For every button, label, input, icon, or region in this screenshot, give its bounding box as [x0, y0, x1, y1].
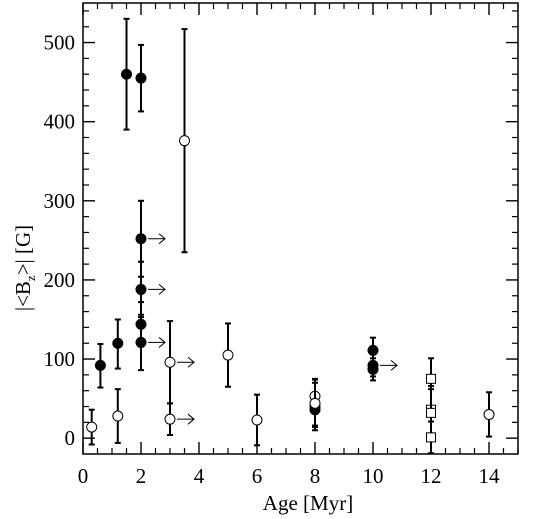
data-points	[86, 17, 495, 455]
data-point-group	[112, 318, 124, 370]
data-point	[86, 421, 98, 433]
data-point-group	[94, 343, 106, 389]
minor-ticks	[83, 3, 519, 454]
major-ticks	[82, 3, 518, 454]
data-point	[222, 349, 234, 361]
lower-limit-arrow-head	[158, 284, 166, 295]
plot-frame	[82, 2, 519, 455]
x-tick-label: 8	[310, 464, 321, 488]
x-tick-label: 12	[421, 464, 442, 488]
data-point	[426, 432, 436, 443]
x-tick-labels: 0 2 4 6 8 10 12 14	[78, 464, 500, 488]
y-axis-label: |<Bz>| [G]	[11, 225, 38, 311]
data-point	[135, 283, 147, 295]
y-tick-label: 200	[44, 268, 76, 292]
data-point	[112, 337, 124, 349]
lower-limit-arrow-head	[390, 359, 398, 371]
data-point	[164, 413, 176, 425]
data-point	[483, 408, 495, 420]
data-point-group	[135, 43, 147, 113]
data-point	[251, 414, 263, 426]
data-point-group	[251, 393, 263, 447]
y-tick-label: 100	[44, 347, 76, 371]
data-point	[135, 72, 147, 84]
x-axis-label: Age [Myr]	[263, 491, 353, 515]
data-point	[426, 373, 436, 384]
x-tick-label: 10	[363, 464, 384, 488]
lower-limit-arrow-head	[158, 337, 166, 348]
lower-limit-arrow-head	[158, 233, 166, 245]
data-point-group	[135, 260, 166, 319]
data-point	[112, 410, 124, 422]
data-point-group	[135, 313, 166, 372]
data-point-group	[164, 320, 195, 405]
data-point	[426, 407, 436, 418]
y-tick-label: 300	[44, 189, 76, 213]
y-tick-labels: 0 100 200 300 400 500	[44, 31, 76, 451]
x-tick-label: 14	[479, 464, 501, 488]
data-point-group	[426, 420, 436, 455]
data-point-group	[367, 357, 379, 382]
y-tick-label: 400	[44, 110, 76, 134]
data-point-group	[112, 388, 124, 444]
data-point-group	[86, 408, 98, 446]
data-point	[179, 135, 190, 147]
data-point-group	[483, 391, 495, 438]
y-tick-label: 500	[44, 31, 76, 55]
x-tick-label: 2	[136, 464, 147, 488]
data-point-group	[179, 28, 190, 254]
data-point-group	[164, 402, 195, 437]
data-point-group	[121, 17, 132, 131]
y-tick-label: 0	[65, 426, 76, 450]
data-point	[309, 397, 321, 409]
y-axis-label-main: |<B	[11, 281, 35, 311]
y-axis-label-subscript: z	[23, 275, 38, 281]
data-point-group	[222, 322, 234, 388]
lower-limit-arrow-head	[187, 356, 195, 368]
data-point	[164, 356, 176, 368]
lower-limit-arrow-head	[187, 413, 195, 425]
x-tick-label: 4	[194, 464, 205, 488]
data-point	[94, 359, 106, 371]
data-point	[135, 336, 147, 348]
y-axis-label-group: |<Bz>| [G]	[11, 225, 38, 311]
data-point-group	[309, 378, 321, 429]
data-point	[121, 68, 132, 80]
y-axis-label-tail: >| [G]	[11, 225, 35, 275]
data-point	[135, 233, 147, 245]
x-tick-label: 0	[78, 464, 89, 488]
data-point	[367, 363, 379, 375]
x-tick-label: 6	[252, 464, 263, 488]
